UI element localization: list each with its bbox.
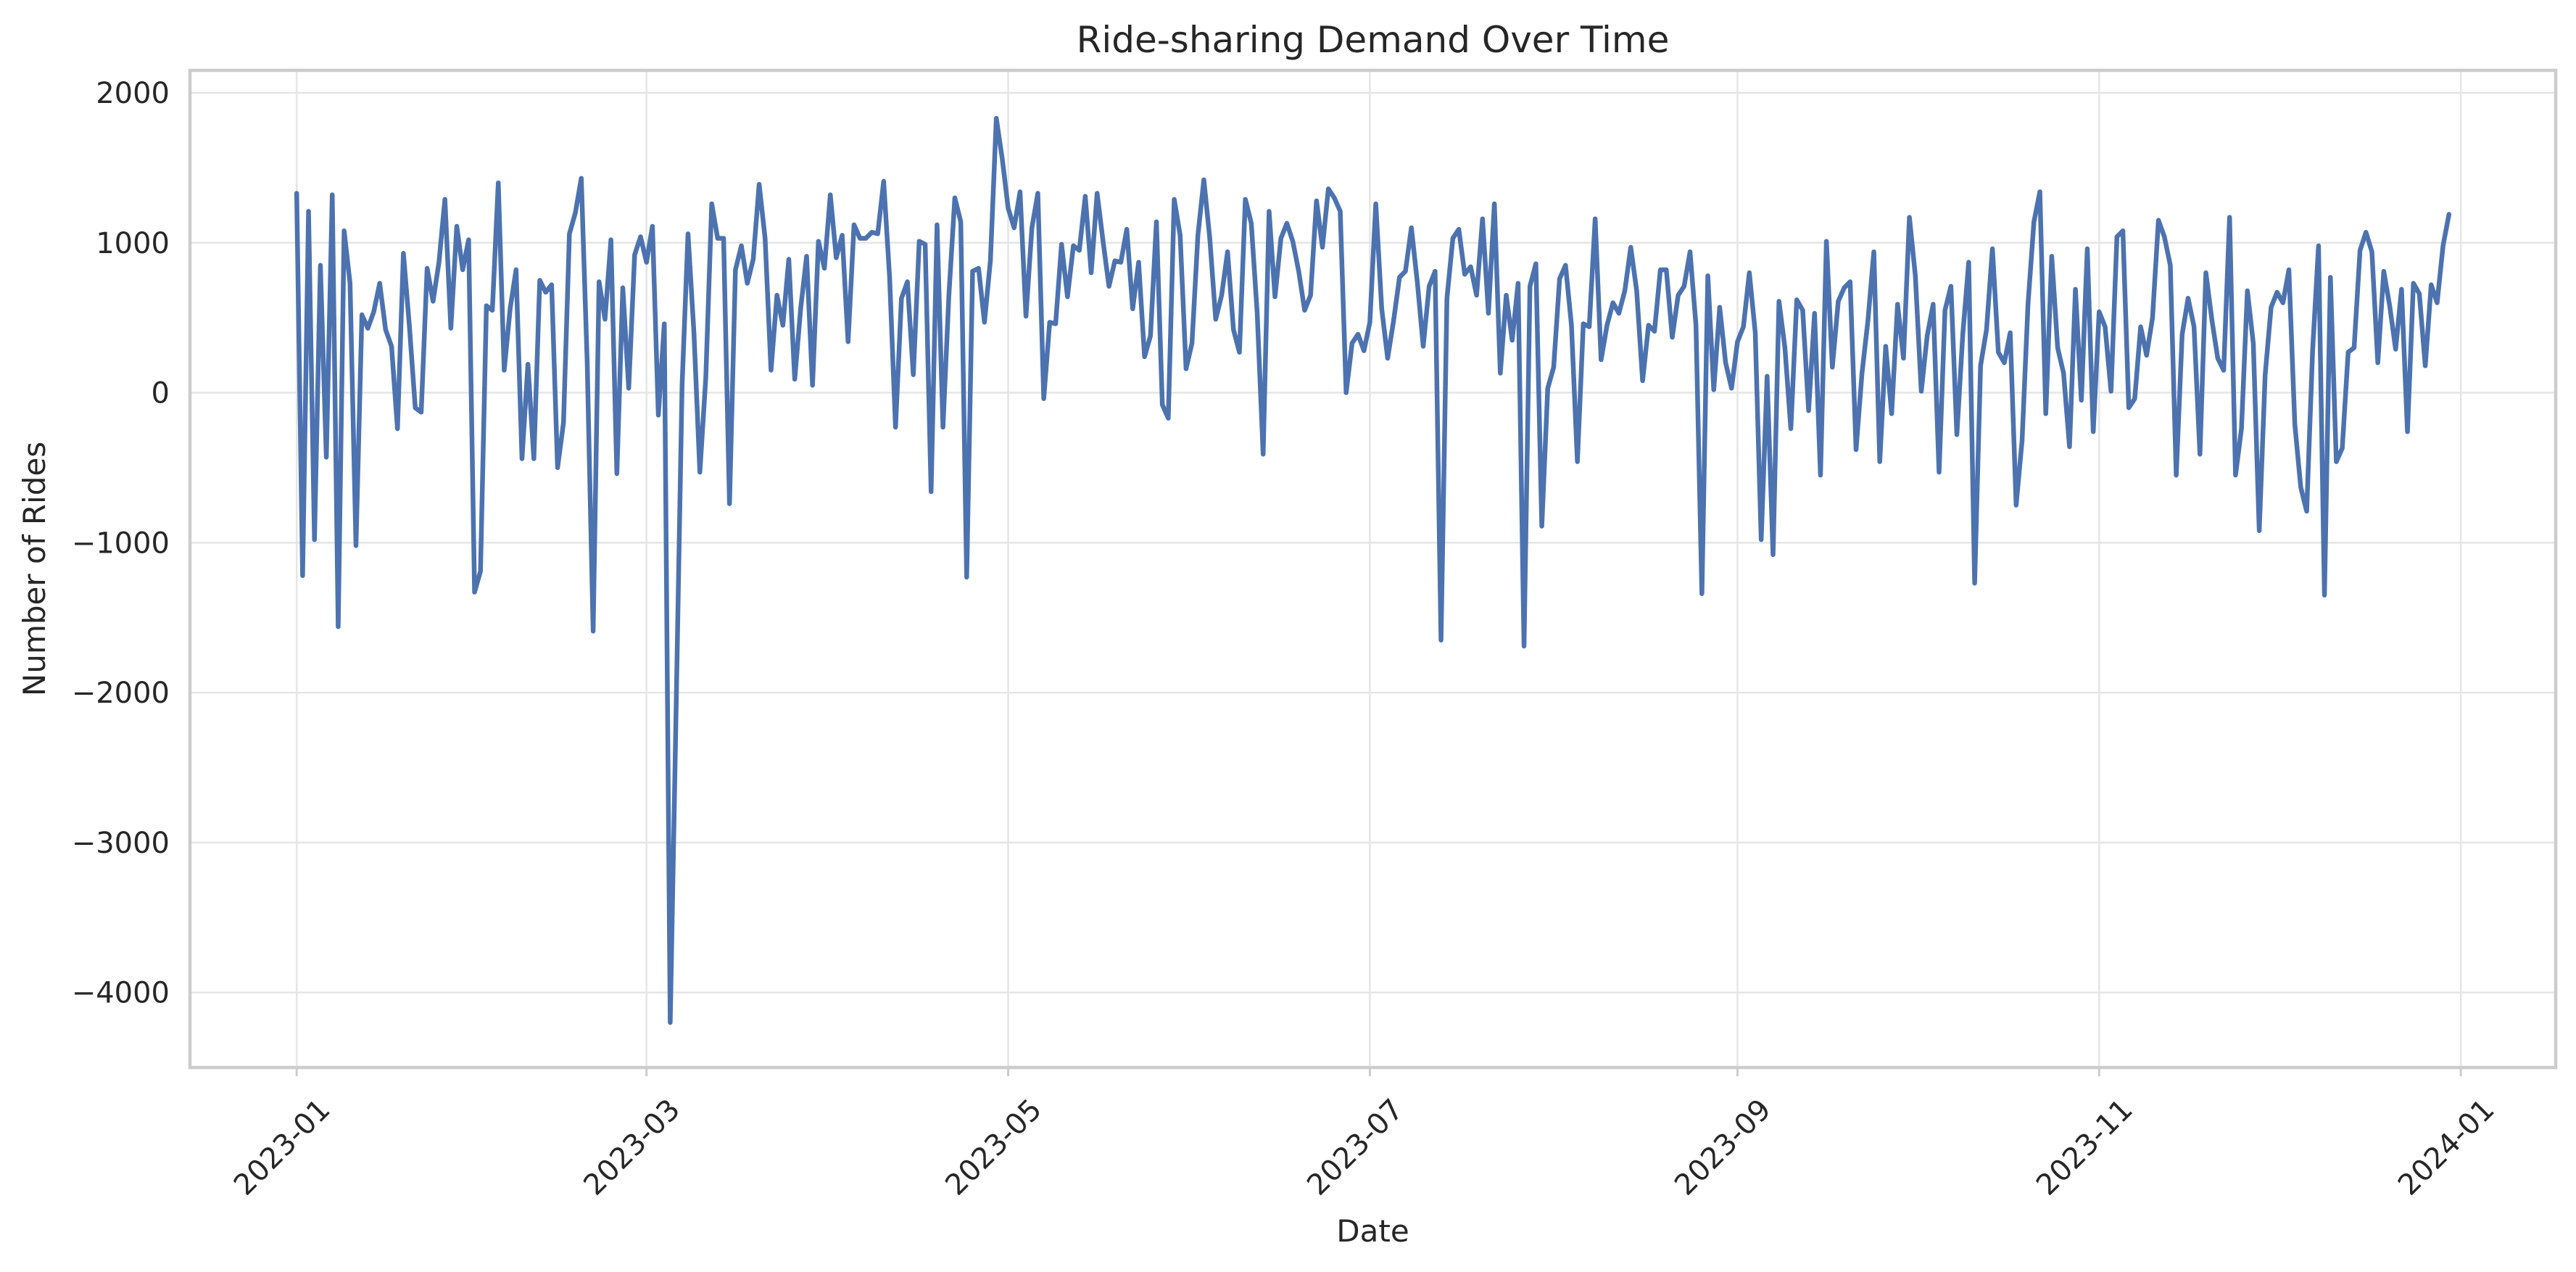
y-tick-label: −4000	[72, 977, 170, 1010]
plot-frame	[188, 68, 2558, 1070]
series-line-0	[294, 115, 2452, 1025]
axis-ticks: 2000 1000 0 −1000 −2000 −3000 −4000 2023-01 2023…	[72, 77, 2501, 1202]
y-tick-label: 2000	[96, 77, 170, 110]
x-tick-label: 2023-05	[939, 1093, 1048, 1202]
x-tick-label: 2023-01	[228, 1093, 337, 1202]
y-tick-label: −3000	[72, 827, 170, 860]
y-tick-label: −1000	[72, 526, 170, 560]
x-tick-label: 2024-01	[2392, 1093, 2501, 1202]
x-tick-label: 2023-11	[2030, 1093, 2140, 1202]
chart-title: Ride-sharing Demand Over Time	[1077, 19, 1670, 61]
x-tick-label: 2023-03	[577, 1093, 687, 1202]
y-tick-label: 0	[152, 377, 170, 410]
x-tick-label: 2023-09	[1668, 1093, 1778, 1202]
x-tick-label: 2023-07	[1301, 1093, 1410, 1202]
y-tick-label: −2000	[72, 677, 170, 710]
y-axis-label: Number of Rides	[17, 442, 52, 696]
series-layer	[294, 115, 2452, 1025]
x-axis-label: Date	[1336, 1213, 1409, 1249]
y-tick-label: 1000	[96, 227, 170, 260]
grid	[190, 70, 2556, 1067]
